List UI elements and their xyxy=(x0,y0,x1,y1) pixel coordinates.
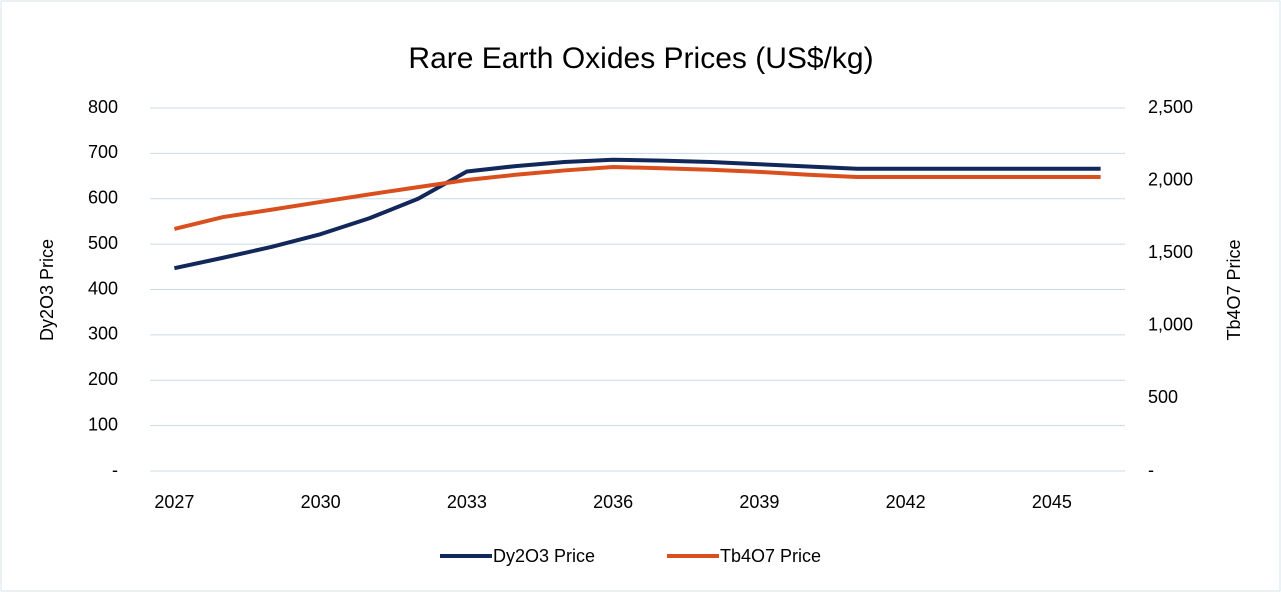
y2-tick-label: 2,500 xyxy=(1148,97,1193,117)
x-tick-label: 2030 xyxy=(301,492,341,512)
y2-tick-label: 1,000 xyxy=(1148,315,1193,335)
x-tick-label: 2042 xyxy=(886,492,926,512)
y-tick-label: 300 xyxy=(88,324,118,344)
y-tick-label: 800 xyxy=(88,97,118,117)
y-tick-label: 600 xyxy=(88,188,118,208)
x-tick-label: 2036 xyxy=(593,492,633,512)
x-tick-label: 2045 xyxy=(1032,492,1072,512)
y2-tick-label: - xyxy=(1148,460,1154,480)
legend-label: Tb4O7 Price xyxy=(720,546,821,566)
x-tick-label: 2039 xyxy=(739,492,779,512)
y2-tick-label: 2,000 xyxy=(1148,169,1193,189)
y-tick-label: 200 xyxy=(88,369,118,389)
y-tick-label: - xyxy=(112,460,118,480)
y-tick-label: 100 xyxy=(88,414,118,434)
legend-label: Dy2O3 Price xyxy=(493,546,595,566)
data-line xyxy=(173,164,1101,231)
y2-tick-label: 500 xyxy=(1148,387,1178,407)
y-axis-label: Dy2O3 Price xyxy=(37,239,57,341)
chart-title: Rare Earth Oxides Prices (US$/kg) xyxy=(408,42,873,75)
y-tick-label: 500 xyxy=(88,233,118,253)
data-line xyxy=(173,157,1101,271)
y2-tick-label: 1,500 xyxy=(1148,242,1193,262)
y-tick-label: 400 xyxy=(88,278,118,298)
y-tick-label: 700 xyxy=(88,142,118,162)
y2-axis-label: Tb4O7 Price xyxy=(1224,239,1244,340)
x-tick-label: 2027 xyxy=(154,492,194,512)
x-tick-label: 2033 xyxy=(447,492,487,512)
